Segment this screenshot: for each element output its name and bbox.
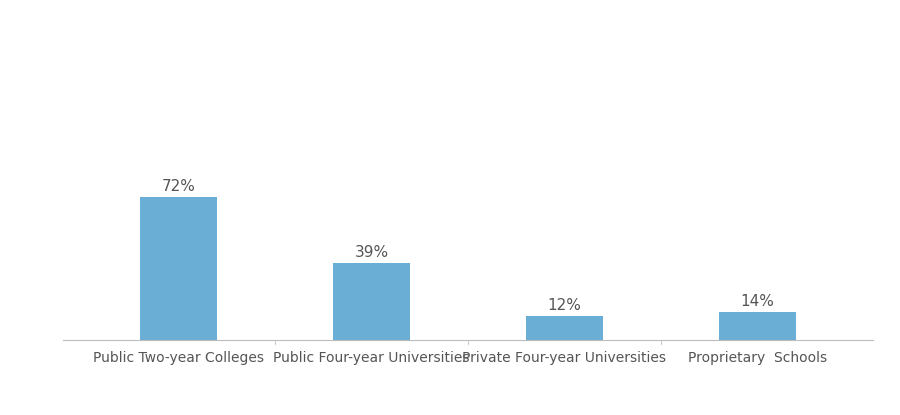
Text: 72%: 72% — [162, 179, 195, 194]
Text: 39%: 39% — [355, 244, 389, 260]
Bar — [140, 197, 217, 340]
Bar — [719, 312, 796, 340]
Bar — [526, 316, 603, 340]
Text: 14%: 14% — [741, 294, 774, 310]
Text: 12%: 12% — [547, 298, 581, 313]
Bar — [333, 263, 410, 340]
